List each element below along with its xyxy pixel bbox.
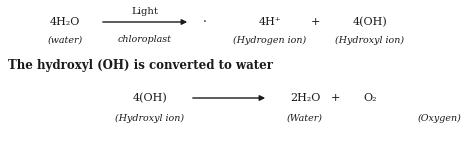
Text: +: +	[330, 93, 340, 103]
Text: (Hydroxyl ion): (Hydroxyl ion)	[116, 114, 184, 123]
Text: (Hydroxyl ion): (Hydroxyl ion)	[336, 35, 405, 45]
Text: chloroplast: chloroplast	[118, 35, 172, 45]
Text: ·: ·	[203, 16, 207, 29]
Text: 2H₂O: 2H₂O	[290, 93, 320, 103]
Text: O₂: O₂	[363, 93, 377, 103]
Text: 4H₂O: 4H₂O	[50, 17, 80, 27]
Text: (water): (water)	[47, 35, 82, 45]
Text: (Oxygen): (Oxygen)	[418, 114, 462, 123]
Text: 4(OH): 4(OH)	[133, 93, 167, 103]
Text: (Water): (Water)	[287, 114, 323, 122]
Text: (Hydrogen ion): (Hydrogen ion)	[233, 35, 307, 45]
Text: 4H⁺: 4H⁺	[259, 17, 281, 27]
Text: The hydroxyl (OH) is converted to water: The hydroxyl (OH) is converted to water	[8, 59, 273, 71]
Text: Light: Light	[132, 7, 158, 16]
Text: +: +	[310, 17, 319, 27]
Text: 4(OH): 4(OH)	[353, 17, 387, 27]
